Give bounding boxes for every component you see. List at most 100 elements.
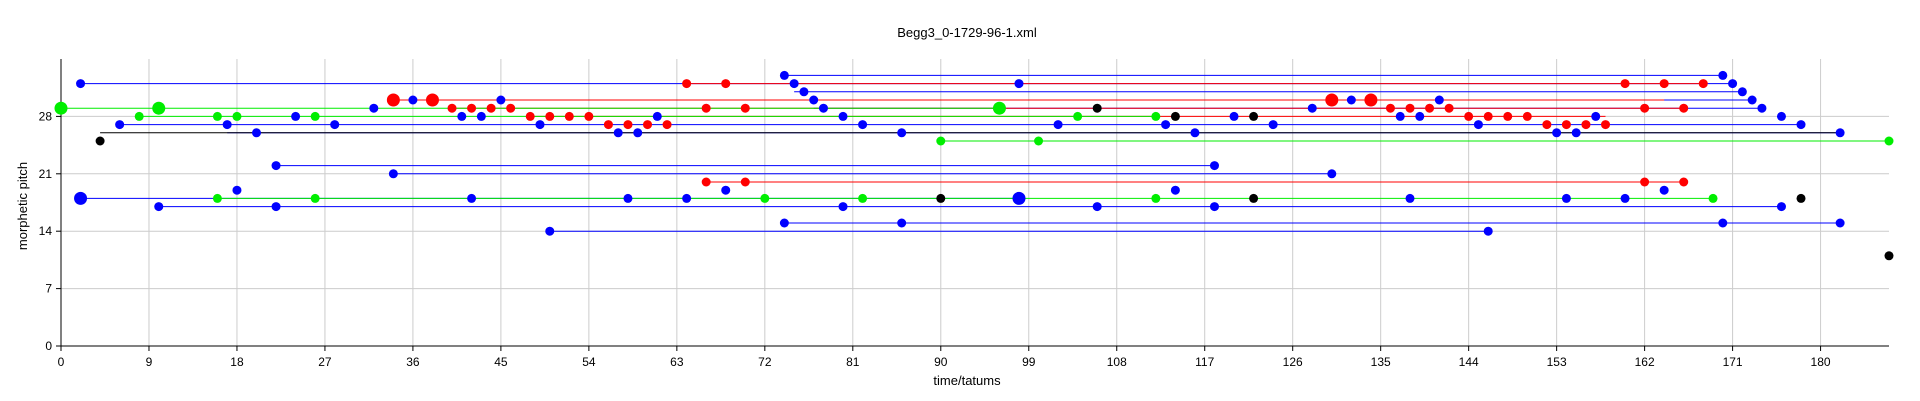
x-tick-label: 171	[1723, 355, 1743, 369]
note-point-red	[1659, 79, 1669, 89]
note-point-red	[1561, 120, 1571, 130]
y-tick-label: 7	[45, 282, 52, 296]
note-point-blue	[408, 95, 418, 105]
axes	[60, 59, 1889, 347]
note-point-red	[425, 93, 439, 107]
y-tick-label: 21	[39, 167, 53, 181]
note-point-red	[1444, 103, 1454, 113]
x-tick-label: 45	[494, 355, 508, 369]
x-tick-label: 72	[758, 355, 772, 369]
note-point-blue	[222, 120, 232, 130]
x-tick-label: 54	[582, 355, 596, 369]
note-point-red	[701, 103, 711, 113]
note-point-blue	[496, 95, 506, 105]
note-point-blue	[1737, 87, 1747, 97]
note-point-red	[1620, 79, 1630, 89]
x-tick-label: 180	[1811, 355, 1831, 369]
note-point-blue	[1209, 161, 1219, 171]
note-point-blue	[838, 111, 848, 121]
note-point-blue	[467, 193, 477, 203]
note-point-blue	[682, 193, 692, 203]
note-point-blue	[115, 120, 125, 130]
note-point-blue	[1552, 128, 1562, 138]
note-point-red	[1325, 93, 1339, 107]
note-point-blue	[1405, 193, 1415, 203]
y-axis-ticks: 0 7 14 21 28	[39, 109, 61, 353]
x-tick-label: 99	[1022, 355, 1036, 369]
note-point-blue	[1415, 111, 1425, 121]
x-tick-label: 135	[1371, 355, 1391, 369]
y-tick-label: 14	[39, 224, 53, 238]
x-tick-label: 63	[670, 355, 684, 369]
x-tick-label: 108	[1107, 355, 1127, 369]
note-point-red	[525, 111, 535, 121]
note-point-green	[212, 111, 222, 121]
x-axis-label: time/tatums	[933, 373, 1001, 388]
note-point-red	[1483, 111, 1493, 121]
note-point-red	[1522, 111, 1532, 121]
note-point-red	[721, 79, 731, 89]
note-point-blue	[1209, 202, 1219, 212]
note-point-red	[1640, 103, 1650, 113]
note-point-red	[506, 103, 516, 113]
note-point-blue	[1229, 111, 1239, 121]
note-point-green	[1151, 111, 1161, 121]
note-point-blue	[1092, 202, 1102, 212]
note-point-green	[54, 101, 68, 115]
note-point-blue	[1395, 111, 1405, 121]
pitch-segments	[61, 74, 1889, 232]
note-point-red	[1364, 93, 1378, 107]
note-point-red	[662, 120, 672, 130]
note-point-blue	[388, 169, 398, 179]
note-point-blue	[1776, 202, 1786, 212]
note-point-red	[1385, 103, 1395, 113]
x-axis-ticks: 0 9 18 27 36 45 54 63 72 81 90 99 108 117 126 135 144 153…	[58, 346, 1831, 369]
note-point-green	[1708, 193, 1718, 203]
x-tick-label: 27	[318, 355, 332, 369]
note-point-blue	[1327, 169, 1337, 179]
note-point-red	[1581, 120, 1591, 130]
note-point-green	[1884, 136, 1894, 146]
note-point-blue	[897, 128, 907, 138]
chart-title: Begg3_0-1729-96-1.xml	[897, 25, 1037, 40]
note-point-green	[858, 193, 868, 203]
note-point-blue	[1268, 120, 1278, 130]
note-point-red	[1698, 79, 1708, 89]
note-point-blue	[535, 120, 545, 130]
note-point-green	[310, 193, 320, 203]
note-point-blue	[652, 111, 662, 121]
note-point-blue	[1014, 79, 1024, 89]
note-point-blue	[809, 95, 819, 105]
note-point-red	[1679, 103, 1689, 113]
note-point-black	[1796, 193, 1806, 203]
note-point-green	[1073, 111, 1083, 121]
y-tick-label: 0	[45, 339, 52, 353]
note-point-blue	[1053, 120, 1063, 130]
note-point-blue	[623, 193, 633, 203]
x-tick-label: 90	[934, 355, 948, 369]
note-point-blue	[1747, 95, 1757, 105]
note-point-red	[545, 111, 555, 121]
y-tick-label: 28	[39, 109, 53, 123]
note-point-blue	[271, 202, 281, 212]
note-point-blue	[1434, 95, 1444, 105]
note-point-blue	[897, 218, 907, 228]
note-point-blue	[476, 111, 486, 121]
note-point-blue	[1718, 70, 1728, 80]
note-point-red	[701, 177, 711, 187]
note-point-blue	[779, 70, 789, 80]
note-point-red	[643, 120, 653, 130]
x-tick-label: 0	[58, 355, 65, 369]
note-point-green	[936, 136, 946, 146]
note-point-blue	[271, 161, 281, 171]
note-points	[54, 70, 1894, 261]
note-point-green	[134, 111, 144, 121]
note-point-blue	[1835, 218, 1845, 228]
note-point-blue	[1012, 191, 1026, 205]
x-tick-label: 144	[1459, 355, 1479, 369]
note-point-blue	[779, 218, 789, 228]
note-point-blue	[76, 79, 86, 89]
note-point-blue	[1307, 103, 1317, 113]
note-point-blue	[633, 128, 643, 138]
note-point-red	[1640, 177, 1650, 187]
